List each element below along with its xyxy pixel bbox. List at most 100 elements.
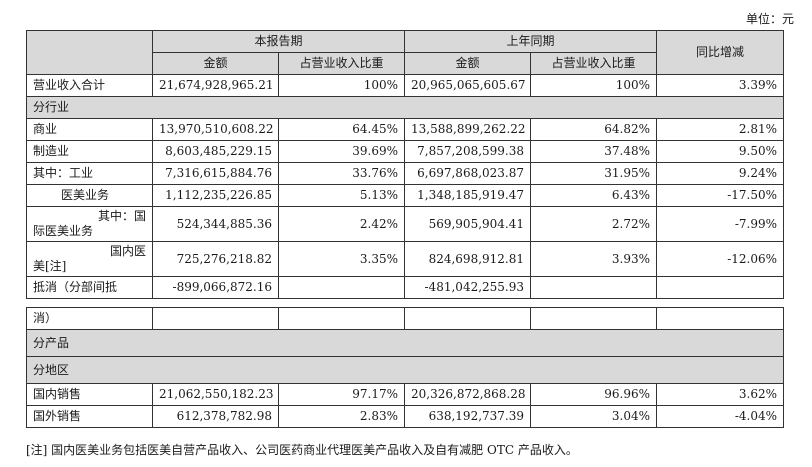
cell-value: 1,348,185,919.47: [404, 184, 532, 207]
cell-value: -4.04%: [656, 405, 785, 428]
header-row-2: 金额 占营业收入比重 金额 占营业收入比重: [27, 52, 784, 75]
row-label-line-1: 国内医: [109, 244, 146, 258]
cell-value: 9.50%: [656, 140, 785, 163]
header-blank: [26, 30, 153, 75]
table-row: 国外销售 612,378,782.98 2.83% 638,192,737.39…: [26, 405, 785, 428]
header-yoy-change: 同比增减: [656, 30, 785, 75]
row-label-line-1: 其中：国: [97, 209, 146, 223]
row-label: 国外销售: [26, 405, 153, 428]
unit-label: 单位：元: [745, 12, 794, 26]
table-row: 其中：工业 7,316,615,884.76 33.76% 6,697,868,…: [26, 162, 785, 185]
gap-cell: [27, 299, 784, 308]
header-prior-period: 上年同期: [404, 30, 658, 53]
cell-value: [530, 276, 658, 299]
table-row: 营业收入合计 21,674,928,965.21 100% 20,965,065…: [26, 74, 785, 97]
cell-value: 7,857,208,599.38: [404, 140, 532, 163]
row-label: 其中：国 际医美业务: [26, 206, 153, 242]
cell-value: [530, 307, 658, 330]
cell-value: 64.45%: [277, 118, 406, 141]
cell-value: 21,674,928,965.21: [152, 74, 279, 97]
header-share: 占营业收入比重: [530, 52, 658, 75]
cell-value: 20,326,872,868.28: [404, 383, 532, 406]
cell-value: [277, 307, 406, 330]
cell-value: 8,603,485,229.15: [152, 140, 279, 163]
table-row: 制造业 8,603,485,229.15 39.69% 7,857,208,59…: [26, 140, 785, 163]
cell-value: 3.35%: [277, 241, 406, 277]
cell-value: 2.83%: [277, 405, 406, 428]
cell-value: 725,276,218.82: [152, 241, 279, 277]
section-row: 分行业: [25, 96, 785, 119]
header-share: 占营业收入比重: [277, 52, 406, 75]
table-row: 商业 13,970,510,608.22 64.45% 13,588,899,2…: [26, 118, 785, 141]
cell-value: 524,344,885.36: [152, 206, 279, 242]
cell-value: 21,062,550,182.23: [152, 383, 279, 406]
table-row: 国内销售 21,062,550,182.23 97.17% 20,326,872…: [26, 383, 785, 406]
cell-value: 39.69%: [277, 140, 406, 163]
row-label: 营业收入合计: [26, 74, 153, 97]
cell-value: -17.50%: [656, 184, 785, 207]
table-row: 消）: [26, 307, 785, 330]
cell-value: 33.76%: [277, 162, 406, 185]
table-row: 抵消（分部间抵 -899,066,872.16 -481,042,255.93: [26, 276, 785, 299]
row-label: 国内销售: [26, 383, 153, 406]
cell-value: 569,905,904.41: [404, 206, 532, 242]
cell-value: 100%: [530, 74, 658, 97]
row-label: 其中：工业: [26, 162, 153, 185]
cell-value: 638,192,737.39: [404, 405, 532, 428]
cell-value: 1,112,235,226.85: [152, 184, 279, 207]
cell-value: 5.13%: [277, 184, 406, 207]
cell-value: [656, 307, 785, 330]
row-label: 医美业务: [26, 184, 153, 207]
cell-value: 3.62%: [656, 383, 785, 406]
cell-value: 64.82%: [530, 118, 658, 141]
cell-value: 2.42%: [277, 206, 406, 242]
footnote: [注] 国内医美业务包括医美自营产品收入、公司医药商业代理医美产品收入及自有减肥…: [26, 443, 578, 457]
cell-value: 97.17%: [277, 383, 406, 406]
cell-value: 6.43%: [530, 184, 658, 207]
header-current-period: 本报告期: [151, 30, 406, 53]
cell-value: [152, 307, 279, 330]
cell-value: 6,697,868,023.87: [404, 162, 532, 185]
cell-value: 37.48%: [530, 140, 658, 163]
section-label: 分地区: [25, 356, 785, 384]
cell-value: 20,965,065,605.67: [404, 74, 532, 97]
header-amount: 金额: [152, 52, 279, 75]
page-break-gap: [27, 299, 784, 308]
section-label: 分产品: [25, 329, 785, 357]
table-row: 国内医 美[注] 725,276,218.82 3.35% 824,698,91…: [26, 241, 785, 277]
cell-value: [277, 276, 406, 299]
row-label-line-2: 际医美业务: [33, 224, 94, 238]
cell-value: -481,042,255.93: [404, 276, 532, 299]
header-row-1: 本报告期 上年同期 同比增减: [26, 30, 785, 75]
section-row: 分产品: [25, 329, 785, 357]
revenue-table: 本报告期 上年同期 同比增减 金额 占营业收入比重 金额 占营业收入比重 营业收…: [25, 30, 785, 428]
row-label: 制造业: [26, 140, 153, 163]
cell-value: 3.04%: [530, 405, 658, 428]
cell-value: 31.95%: [530, 162, 658, 185]
row-label: 抵消（分部间抵: [26, 276, 153, 299]
row-label: 商业: [26, 118, 153, 141]
cell-value: 100%: [277, 74, 406, 97]
section-label: 分行业: [25, 96, 785, 119]
cell-value: 13,970,510,608.22: [152, 118, 279, 141]
cell-value: 2.72%: [530, 206, 658, 242]
section-row: 分地区: [25, 356, 785, 384]
row-label-line-2: 美[注]: [33, 259, 67, 273]
cell-value: 3.39%: [656, 74, 785, 97]
cell-value: -12.06%: [656, 241, 785, 277]
table-row: 医美业务 1,112,235,226.85 5.13% 1,348,185,91…: [26, 184, 785, 207]
cell-value: 3.93%: [530, 241, 658, 277]
cell-value: [404, 307, 532, 330]
cell-value: 96.96%: [530, 383, 658, 406]
cell-value: 612,378,782.98: [152, 405, 279, 428]
cell-value: 824,698,912.81: [404, 241, 532, 277]
table-row: 其中：国 际医美业务 524,344,885.36 2.42% 569,905,…: [26, 206, 785, 242]
row-label: 消）: [26, 307, 153, 330]
cell-value: 2.81%: [656, 118, 785, 141]
cell-value: -899,066,872.16: [152, 276, 279, 299]
cell-value: -7.99%: [656, 206, 785, 242]
cell-value: [656, 276, 785, 299]
cell-value: 9.24%: [656, 162, 785, 185]
cell-value: 7,316,615,884.76: [152, 162, 279, 185]
cell-value: 13,588,899,262.22: [404, 118, 532, 141]
